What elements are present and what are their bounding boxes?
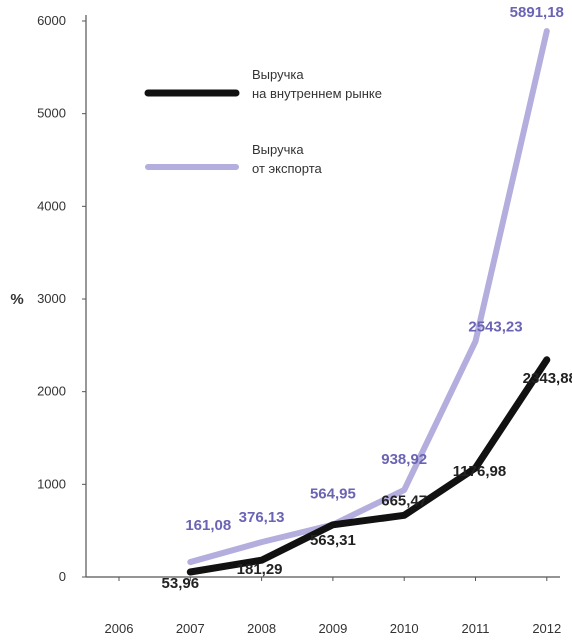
y-tick-label: 0 bbox=[59, 569, 66, 584]
data-label-domestic: 181,29 bbox=[237, 561, 283, 578]
y-tick-label: 6000 bbox=[37, 13, 66, 28]
data-label-domestic: 2343,88 bbox=[523, 370, 572, 387]
data-label-export: 564,95 bbox=[310, 486, 356, 503]
x-tick-label: 2009 bbox=[318, 621, 347, 636]
data-label-export: 938,92 bbox=[381, 451, 427, 468]
data-label-export: 2543,23 bbox=[468, 318, 522, 335]
data-label-domestic: 665,47 bbox=[381, 492, 427, 509]
y-axis-label: % bbox=[10, 291, 23, 308]
x-tick-label: 2007 bbox=[176, 621, 205, 636]
data-labels: 53,96 181,29 563,31 665,47 1176,98 2343,88 161… bbox=[162, 4, 572, 592]
y-tick-label: 1000 bbox=[37, 476, 66, 491]
series-line-export bbox=[187, 28, 550, 566]
x-tick-label: 2008 bbox=[247, 621, 276, 636]
legend-label: Выручка bbox=[252, 142, 304, 157]
x-tick-label: 2006 bbox=[105, 621, 134, 636]
data-label-domestic: 53,96 bbox=[162, 575, 200, 592]
legend-label: на внутреннем рынке bbox=[252, 86, 382, 101]
data-label-export: 5891,18 bbox=[510, 4, 564, 21]
x-tick-label: 2012 bbox=[532, 621, 561, 636]
series-line-domestic bbox=[186, 356, 551, 576]
data-label-domestic: 1176,98 bbox=[453, 463, 506, 480]
y-tick-label: 2000 bbox=[37, 384, 66, 399]
data-label-domestic: 563,31 bbox=[310, 532, 356, 549]
y-tick-label: 3000 bbox=[37, 291, 66, 306]
series-layer bbox=[186, 28, 551, 576]
legend-label: Выручка bbox=[252, 67, 304, 82]
y-tick-label: 4000 bbox=[37, 198, 66, 213]
legend-label: от экспорта bbox=[252, 161, 322, 176]
x-tick-label: 2011 bbox=[462, 621, 490, 636]
y-tick-label: 5000 bbox=[37, 106, 66, 121]
x-tick-label: 2010 bbox=[390, 621, 419, 636]
data-label-export: 376,13 bbox=[239, 509, 285, 526]
legend: Выручка на внутреннем рынке Выручка от эксп… bbox=[144, 67, 382, 176]
axes: 0 1000 2000 3000 4000 5000 6000 2006 2007 2008 200… bbox=[10, 13, 561, 636]
data-label-export: 161,08 bbox=[185, 517, 231, 534]
